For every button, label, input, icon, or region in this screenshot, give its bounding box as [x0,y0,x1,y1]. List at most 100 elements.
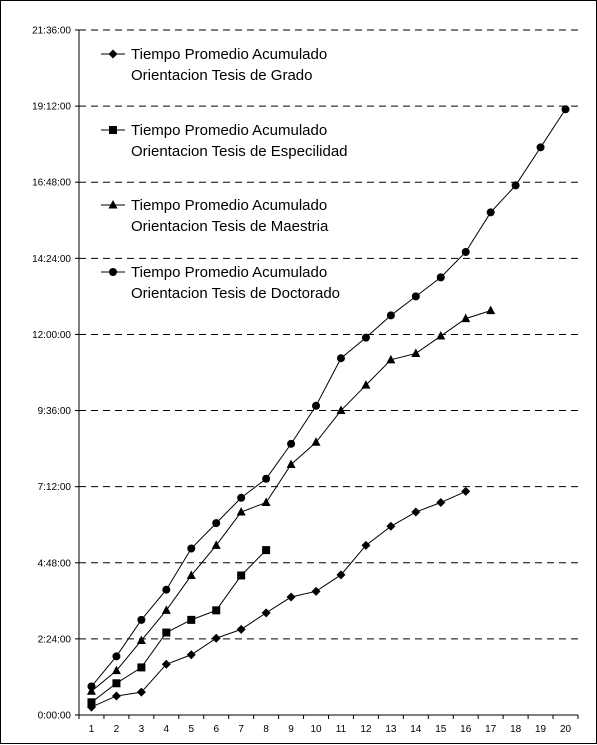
x-tick-label: 10 [310,724,322,735]
legend-marker-square [109,126,117,134]
legend-label: Orientacion Tesis de Maestria [131,218,329,235]
x-tick-label: 7 [238,724,244,735]
data-point-square [162,628,171,637]
data-point-diamond [386,521,396,531]
x-tick-label: 8 [263,724,269,735]
x-tick-label: 12 [360,724,372,735]
series-line-triangle [91,310,491,692]
data-point-circle [287,439,296,448]
data-point-square [112,679,121,688]
legend-item: Tiempo Promedio Acumulado Orientacion Tes… [101,122,348,160]
data-point-diamond [411,507,421,517]
data-point-diamond [286,592,296,602]
data-point-diamond [161,659,171,669]
x-tick-label: 3 [139,724,145,735]
x-tick-label: 6 [213,724,219,735]
data-point-diamond [361,540,371,550]
x-tick-label: 19 [535,724,547,735]
y-tick-label: 19:12:00 [32,102,71,113]
data-point-circle [187,544,196,553]
data-point-triangle [311,437,321,446]
x-tick-label: 16 [460,724,472,735]
data-point-diamond [136,687,146,697]
data-point-triangle [236,507,246,516]
series-lines [86,105,570,712]
data-point-circle [486,208,495,217]
data-point-triangle [486,305,496,315]
data-point-triangle [86,686,96,695]
x-tick-label: 5 [188,724,194,735]
data-point-square [87,698,96,707]
legend-label: Tiempo Promedio Acumulado [131,264,327,281]
data-point-triangle [411,348,421,357]
y-tick-label: 16:48:00 [32,178,71,189]
data-point-circle [511,181,520,190]
data-point-triangle [186,570,196,579]
x-tick-label: 15 [435,724,447,735]
legend-item: Tiempo Promedio Acumulado Orientacion Tes… [101,46,327,84]
legend-label: Orientacion Tesis de Especilidad [131,143,348,160]
data-point-triangle [336,405,346,415]
data-point-triangle [436,331,446,340]
data-point-triangle [261,497,271,507]
series-triangle [86,305,496,695]
y-tick-labels: 0:00:00 2:24:00 4:48:00 7:12:00 9:36:00 12:00… [32,26,71,722]
y-tick-label: 0:00:00 [38,711,72,722]
axes [75,29,579,719]
x-tick-label: 9 [288,724,294,735]
data-point-triangle [361,380,371,389]
data-point-triangle [111,665,121,675]
data-point-square [237,571,246,580]
series-line-square [91,549,267,703]
data-point-circle [137,615,146,624]
y-tick-label: 2:24:00 [38,634,72,645]
data-point-square [212,606,221,615]
data-point-triangle [461,313,471,323]
series-diamond [86,486,471,712]
x-tick-labels: 1 2 3 4 5 6 7 8 9 10 11 12 13 14 15 16 17 18 19 20 [89,724,572,735]
data-point-circle [237,493,246,502]
data-point-diamond [111,691,121,701]
data-point-diamond [236,624,246,634]
data-point-square [187,615,196,624]
x-tick-label: 1 [89,724,95,735]
y-tick-label: 12:00:00 [32,330,71,341]
x-tick-label: 2 [114,724,120,735]
legend-label: Tiempo Promedio Acumulado [131,122,327,139]
data-point-diamond [336,570,346,580]
legend-label: Tiempo Promedio Acumulado [131,46,327,63]
legend-marker-circle [109,268,117,276]
data-point-circle [312,401,321,410]
data-point-circle [162,585,171,594]
y-tick-label: 21:36:00 [32,26,71,37]
x-tick-label: 20 [560,724,572,735]
data-point-square [137,663,146,672]
legend: Tiempo Promedio Acumulado Orientacion Tes… [101,46,348,302]
data-point-triangle [211,540,221,549]
data-point-circle [336,354,345,363]
y-tick-label: 4:48:00 [38,558,72,569]
y-tick-label: 9:36:00 [38,406,72,417]
data-point-triangle [136,635,146,644]
legend-item: Tiempo Promedio Acumulado Orientacion Tes… [101,264,340,302]
data-point-circle [561,105,570,114]
data-point-square [262,546,271,555]
legend-marker-diamond [108,49,118,59]
data-point-diamond [261,608,271,618]
data-point-triangle [386,354,396,364]
data-point-diamond [461,486,471,496]
x-tick-label: 4 [164,724,170,735]
data-point-circle [411,292,420,301]
y-tick-label: 14:24:00 [32,254,71,265]
x-tick-label: 14 [410,724,422,735]
x-tick-label: 18 [510,724,522,735]
data-point-circle [386,311,395,320]
data-point-circle [112,652,121,661]
legend-item: Tiempo Promedio Acumulado Orientacion Tes… [101,197,329,235]
legend-label: Tiempo Promedio Acumulado [131,197,327,214]
data-point-circle [212,519,221,528]
data-point-diamond [186,650,196,660]
data-point-circle [361,333,370,342]
series-square [87,546,271,707]
data-point-triangle [161,605,171,614]
